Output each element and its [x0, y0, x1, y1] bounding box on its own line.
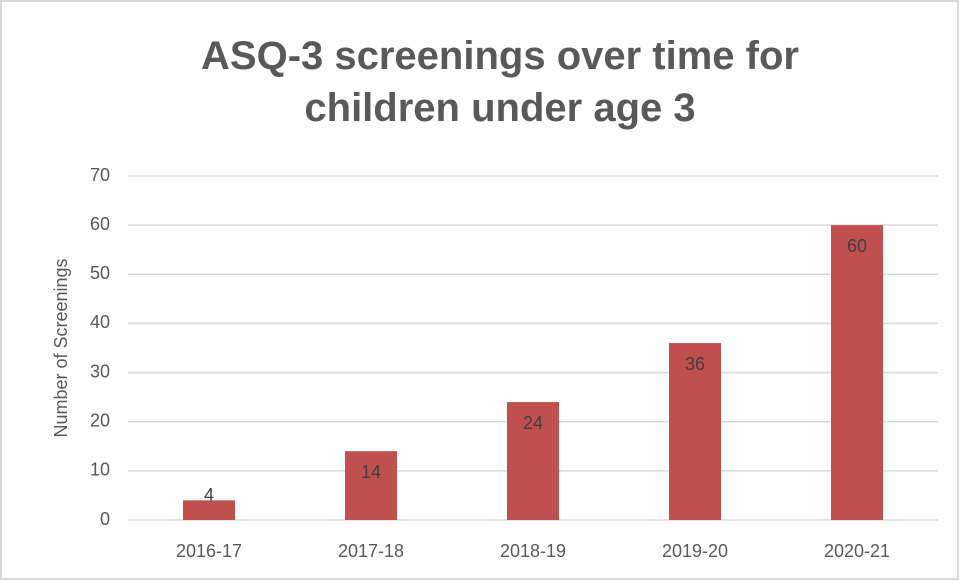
bar: [831, 225, 883, 520]
y-axis-title: Number of Screenings: [51, 258, 71, 437]
data-label: 24: [523, 413, 543, 433]
x-tick-label: 2020-21: [824, 541, 890, 561]
x-tick-label: 2016-17: [176, 541, 242, 561]
bar: [507, 402, 559, 520]
data-label: 60: [847, 236, 867, 256]
chart-title: ASQ-3 screenings over time for children …: [201, 34, 799, 130]
y-tick-label: 50: [90, 263, 110, 283]
bar: [183, 500, 235, 520]
y-tick-label: 20: [90, 410, 110, 430]
y-tick-label: 0: [100, 509, 110, 529]
bar: [345, 451, 397, 520]
data-label: 4: [204, 485, 214, 505]
data-label: 14: [361, 462, 381, 482]
y-tick-label: 30: [90, 361, 110, 381]
y-tick-label: 60: [90, 214, 110, 234]
y-tick-label: 40: [90, 312, 110, 332]
x-tick-label: 2019-20: [662, 541, 728, 561]
bar: [669, 343, 721, 520]
x-tick-label: 2017-18: [338, 541, 404, 561]
y-tick-label: 70: [90, 165, 110, 185]
x-tick-label: 2018-19: [500, 541, 566, 561]
data-label: 36: [685, 354, 705, 374]
y-tick-label: 10: [90, 460, 110, 480]
